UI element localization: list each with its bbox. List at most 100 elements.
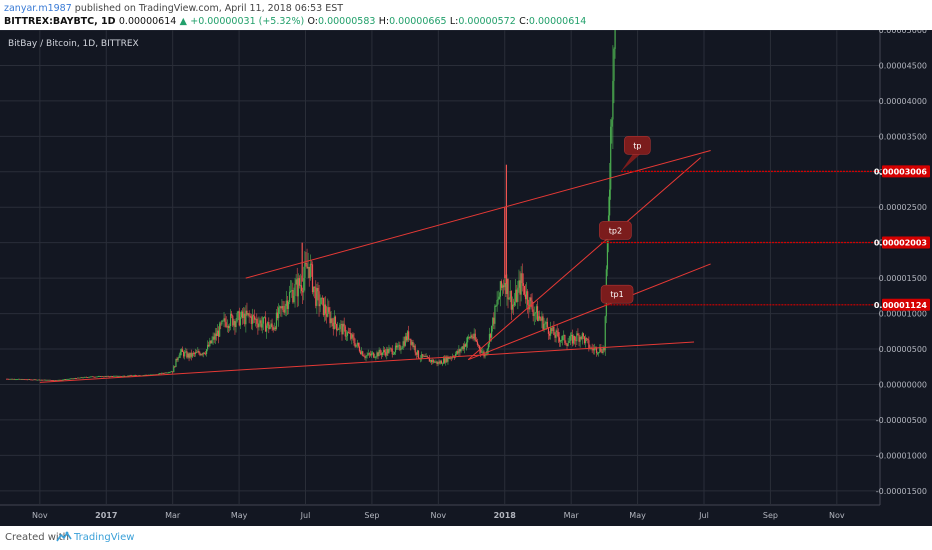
candle-body <box>249 315 251 317</box>
candle-body <box>545 321 547 324</box>
candle-body <box>518 280 520 288</box>
candle-body <box>489 333 492 338</box>
candle-body <box>47 379 49 381</box>
candle-body <box>408 331 410 340</box>
candle-body <box>441 363 444 365</box>
y-tick-label: -0.00001000 <box>876 451 927 460</box>
candle-body <box>208 344 210 347</box>
candle-body <box>378 349 380 357</box>
candle-body <box>58 379 60 381</box>
candle-body <box>532 309 534 316</box>
candle-body <box>293 295 295 303</box>
candle-body <box>402 341 404 348</box>
publish-line: zanyar.m1987 published on TradingView.co… <box>4 3 343 14</box>
candle-body <box>261 323 263 328</box>
candle-body <box>16 379 19 380</box>
candle-body <box>7 378 9 380</box>
candle-body <box>195 352 197 354</box>
candle-body <box>91 376 93 378</box>
trendline[interactable] <box>468 263 711 361</box>
candle-body <box>78 377 80 379</box>
open-value: 0.00000583 <box>318 16 376 27</box>
candle-body <box>20 379 22 380</box>
y-tick-label: 0.00003500 <box>879 132 927 141</box>
candle-body <box>507 278 509 300</box>
candle-body <box>130 375 132 377</box>
candle-body <box>579 336 581 342</box>
candle-body <box>162 372 164 374</box>
candle-body <box>427 357 429 359</box>
candle-body <box>464 344 467 347</box>
candle-body <box>481 351 483 353</box>
candle-body <box>433 360 435 363</box>
candle-body <box>538 316 540 321</box>
candle-body <box>380 353 382 356</box>
candle-body <box>40 379 43 381</box>
candle-body <box>609 189 611 216</box>
candle-body <box>225 322 227 327</box>
candle-body <box>318 291 320 307</box>
candle-body <box>363 355 365 357</box>
candle-body <box>559 340 562 342</box>
candle-body <box>448 357 450 359</box>
trendline[interactable] <box>467 157 702 361</box>
candle-body <box>71 378 73 380</box>
candle-body <box>94 376 96 378</box>
candle-body <box>381 352 384 356</box>
candle-body <box>13 378 15 380</box>
candle-body <box>405 336 408 341</box>
candle-body <box>389 348 391 350</box>
candle-body <box>548 333 551 336</box>
candle-body <box>245 310 247 325</box>
callout-box[interactable] <box>600 284 634 304</box>
candle-body <box>416 350 418 355</box>
candle-body <box>351 334 353 339</box>
price-chart[interactable]: 0.00005000 0.00004500 0.00004000 0.00003500… <box>0 30 932 526</box>
candle-body <box>292 290 294 303</box>
y-tick-label: 0.00001500 <box>879 274 927 283</box>
author-link[interactable]: zanyar.m1987 <box>4 3 72 14</box>
candle-body <box>169 371 172 373</box>
candle-body <box>221 320 223 325</box>
candle-body <box>181 349 184 352</box>
candle-body <box>234 321 236 328</box>
candle-body <box>190 352 192 357</box>
candle-body <box>98 376 101 377</box>
candle-body <box>393 352 396 354</box>
candle-body <box>359 351 362 355</box>
candle-body <box>529 297 531 310</box>
candle-body <box>111 376 114 377</box>
candle-body <box>184 352 186 357</box>
candle-body <box>377 352 379 357</box>
candle-body <box>177 357 179 361</box>
candle-body <box>510 290 512 310</box>
candle-body <box>295 279 297 284</box>
candle-body <box>299 285 302 287</box>
candle-body <box>307 266 309 269</box>
candle-body <box>32 379 34 381</box>
y-tick-label: -0.00001500 <box>876 487 927 496</box>
candle-body <box>583 336 586 344</box>
candle-body <box>133 375 136 376</box>
candle-body <box>270 323 272 327</box>
trendline[interactable] <box>39 341 695 383</box>
candle-body <box>496 299 498 306</box>
candle-body <box>191 353 193 357</box>
candle-body <box>65 379 67 380</box>
callout-box[interactable] <box>624 136 651 155</box>
candle-body <box>269 326 271 330</box>
candle-body <box>274 327 276 329</box>
candle-body <box>346 332 349 336</box>
tradingview-brand[interactable]: TradingView <box>74 532 135 543</box>
candle-body <box>238 311 240 326</box>
callout-label: tp <box>633 141 641 150</box>
candle-body <box>19 378 21 380</box>
candle-body <box>471 335 473 338</box>
candle-body <box>118 375 120 377</box>
candle-body <box>344 326 346 337</box>
candle-body <box>592 349 594 351</box>
candle-body <box>243 313 245 318</box>
candle-body <box>70 378 72 380</box>
candle-body <box>398 344 400 346</box>
callout-box[interactable] <box>599 221 632 240</box>
